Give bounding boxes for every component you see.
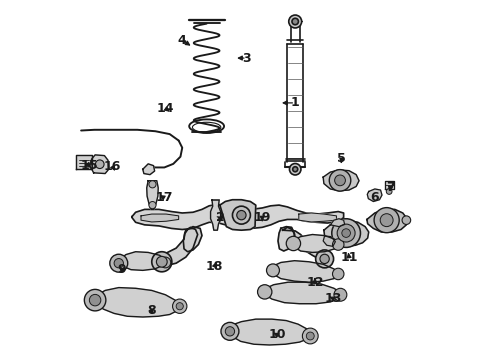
Text: 15: 15: [80, 159, 98, 172]
Polygon shape: [323, 236, 335, 246]
Circle shape: [96, 160, 104, 168]
Text: 14: 14: [157, 102, 174, 115]
Circle shape: [335, 175, 345, 186]
Polygon shape: [120, 252, 166, 270]
Circle shape: [333, 268, 344, 280]
Polygon shape: [385, 181, 394, 189]
Text: 19: 19: [253, 211, 271, 224]
Polygon shape: [324, 220, 368, 246]
Text: 11: 11: [340, 251, 358, 264]
Circle shape: [89, 294, 101, 306]
Circle shape: [176, 303, 183, 310]
Circle shape: [110, 254, 128, 272]
Circle shape: [149, 181, 156, 188]
Polygon shape: [278, 226, 294, 251]
Circle shape: [267, 264, 279, 277]
Text: 5: 5: [338, 152, 346, 165]
Polygon shape: [273, 261, 338, 282]
Circle shape: [258, 285, 272, 299]
Polygon shape: [91, 155, 109, 174]
Circle shape: [156, 256, 167, 267]
Circle shape: [149, 202, 156, 209]
Text: 13: 13: [324, 292, 342, 305]
Circle shape: [374, 208, 399, 233]
Text: 9: 9: [117, 263, 125, 276]
Circle shape: [237, 211, 246, 220]
Text: 2: 2: [216, 211, 224, 224]
Polygon shape: [283, 227, 328, 260]
Circle shape: [114, 258, 123, 268]
Circle shape: [402, 216, 411, 225]
Text: 6: 6: [370, 192, 378, 204]
Polygon shape: [229, 319, 311, 345]
Polygon shape: [330, 219, 344, 226]
Polygon shape: [141, 214, 179, 222]
Circle shape: [333, 239, 344, 250]
Circle shape: [286, 236, 300, 251]
Polygon shape: [95, 288, 180, 317]
Circle shape: [160, 257, 171, 268]
Text: 17: 17: [155, 192, 173, 204]
Circle shape: [386, 189, 392, 194]
Text: 12: 12: [306, 276, 324, 289]
Circle shape: [306, 332, 314, 340]
Polygon shape: [220, 200, 256, 230]
Circle shape: [332, 219, 361, 247]
Polygon shape: [323, 170, 359, 191]
Circle shape: [172, 299, 187, 314]
Circle shape: [320, 254, 329, 264]
Polygon shape: [368, 189, 382, 202]
Polygon shape: [143, 164, 155, 175]
Text: 10: 10: [269, 328, 286, 341]
Circle shape: [292, 18, 298, 25]
Polygon shape: [299, 213, 337, 222]
Circle shape: [329, 170, 351, 191]
Circle shape: [232, 206, 250, 224]
Text: 1: 1: [291, 96, 299, 109]
Circle shape: [380, 214, 393, 226]
Circle shape: [337, 224, 355, 242]
Polygon shape: [147, 181, 158, 210]
Circle shape: [152, 252, 172, 272]
Text: 16: 16: [103, 160, 121, 173]
Polygon shape: [183, 226, 202, 252]
Circle shape: [225, 327, 235, 336]
Polygon shape: [265, 282, 341, 304]
Circle shape: [342, 229, 350, 237]
Circle shape: [302, 328, 318, 344]
Circle shape: [334, 288, 347, 301]
Polygon shape: [76, 155, 92, 169]
Polygon shape: [367, 210, 407, 232]
Circle shape: [289, 15, 302, 28]
Circle shape: [316, 250, 334, 268]
Text: 4: 4: [178, 33, 187, 47]
Polygon shape: [132, 204, 343, 229]
Circle shape: [293, 167, 298, 172]
Text: 3: 3: [243, 51, 251, 64]
Polygon shape: [294, 234, 338, 252]
Text: 18: 18: [206, 260, 223, 273]
Text: 7: 7: [386, 181, 394, 194]
Circle shape: [290, 163, 301, 175]
Polygon shape: [161, 227, 197, 265]
Text: 8: 8: [147, 305, 156, 318]
Polygon shape: [211, 200, 220, 230]
Circle shape: [84, 289, 106, 311]
Circle shape: [221, 322, 239, 340]
